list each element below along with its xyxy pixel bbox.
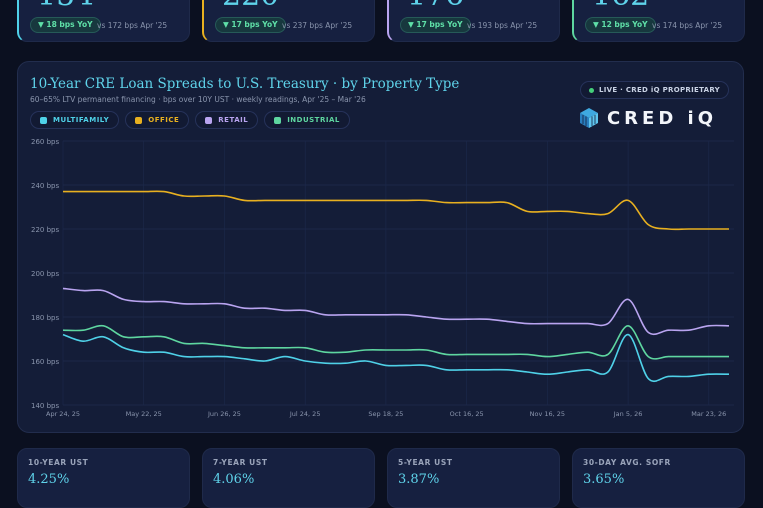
legend-industrial[interactable]: INDUSTRIAL [264,111,350,129]
kpi-card-retail: 176bps ▼ 17 bps YoY vs 193 bps Apr '25 [387,0,560,42]
series-line-retail [62,287,730,336]
swatch-icon [274,116,282,124]
logo-text: CRED iQ [606,107,717,129]
rate-card-7y: 7-YEAR UST 4.06% [202,448,375,508]
x-tick-label: Nov 16, 25 [530,410,565,418]
y-tick-label: 220 bps [31,226,59,234]
kpi-card-industrial: 162bps ▼ 12 bps YoY vs 174 bps Apr '25 [572,0,745,42]
y-tick-label: 240 bps [31,182,59,190]
rate-label: 7-YEAR UST [213,458,268,467]
rate-card-10y: 10-YEAR UST 4.25% [17,448,190,508]
rate-value: 4.06% [213,472,255,487]
series-line-industrial [62,324,729,360]
chart-panel: 260 bps 240 bps 220 bps 200 bps 180 bps 160 b… [17,61,744,433]
comparison-text: vs 193 bps Apr '25 [467,21,538,30]
swatch-icon [135,116,143,124]
x-tick-label: Oct 16, 25 [450,410,484,418]
chart-legend: MULTIFAMILY OFFICE RETAIL INDUSTRIAL [30,111,350,129]
x-tick-label: May 22, 25 [126,410,162,418]
comparison-text: vs 174 bps Apr '25 [652,21,723,30]
swatch-icon [40,116,47,124]
x-tick-label: Jan 5, 26 [613,410,643,418]
chart-title: 10-Year CRE Loan Spreads to U.S. Treasur… [30,76,460,92]
yoy-badge: ▼ 12 bps YoY [585,17,656,33]
swatch-icon [205,116,213,124]
rate-value: 3.65% [583,472,625,487]
kpi-value: 176bps [407,0,484,11]
live-dot-icon [588,87,594,93]
cube-logo-icon [579,108,598,128]
x-tick-label: Apr 24, 25 [46,410,80,418]
kpi-value: 162bps [592,0,669,11]
kpi-card-multifamily: 154bps ▼ 18 bps YoY vs 172 bps Apr '25 [17,0,190,42]
series-line-office [63,190,729,231]
y-tick-label: 160 bps [31,358,59,366]
yoy-badge: ▼ 18 bps YoY [30,17,101,33]
rate-label: 30-DAY AVG. SOFR [583,458,671,467]
legend-label: INDUSTRIAL [287,116,340,124]
legend-multifamily[interactable]: MULTIFAMILY [30,111,120,129]
rate-value: 4.25% [28,472,70,487]
legend-label: OFFICE [148,116,180,124]
kpi-value: 154bps [37,0,114,11]
comparison-text: vs 172 bps Apr '25 [97,21,168,30]
spread-line-chart: 260 bps 240 bps 220 bps 200 bps 180 bps 160 b… [31,138,734,418]
legend-label: RETAIL [218,116,249,124]
x-tick-label: Mar 23, 26 [691,410,726,418]
rate-value: 3.87% [398,472,440,487]
y-tick-label: 180 bps [31,314,59,322]
cred-iq-logo: CRED iQ [579,107,717,129]
y-tick-label: 140 bps [31,402,59,410]
chart-subtitle: 60–65% LTV permanent financing · bps ove… [30,95,366,104]
badge-text: LIVE · CRED iQ PROPRIETARY [598,86,720,94]
legend-retail[interactable]: RETAIL [195,111,259,129]
series-line-multifamily [62,333,730,383]
rate-label: 5-YEAR UST [398,458,453,467]
comparison-text: vs 237 bps Apr '25 [282,21,353,30]
yoy-badge: ▼ 17 bps YoY [400,17,471,33]
rate-card-sofr: 30-DAY AVG. SOFR 3.65% [572,448,745,508]
yoy-badge: ▼ 17 bps YoY [215,17,286,33]
legend-label: MULTIFAMILY [53,116,110,124]
y-tick-label: 260 bps [31,138,59,146]
rate-card-5y: 5-YEAR UST 3.87% [387,448,560,508]
live-badge: LIVE · CRED iQ PROPRIETARY [579,81,729,99]
y-tick-label: 200 bps [31,270,59,278]
x-tick-label: Sep 18, 25 [368,410,403,418]
legend-office[interactable]: OFFICE [125,111,190,129]
x-tick-label: Jun 26, 25 [207,410,241,418]
rate-label: 10-YEAR UST [28,458,89,467]
x-tick-label: Jul 24, 25 [289,410,321,418]
